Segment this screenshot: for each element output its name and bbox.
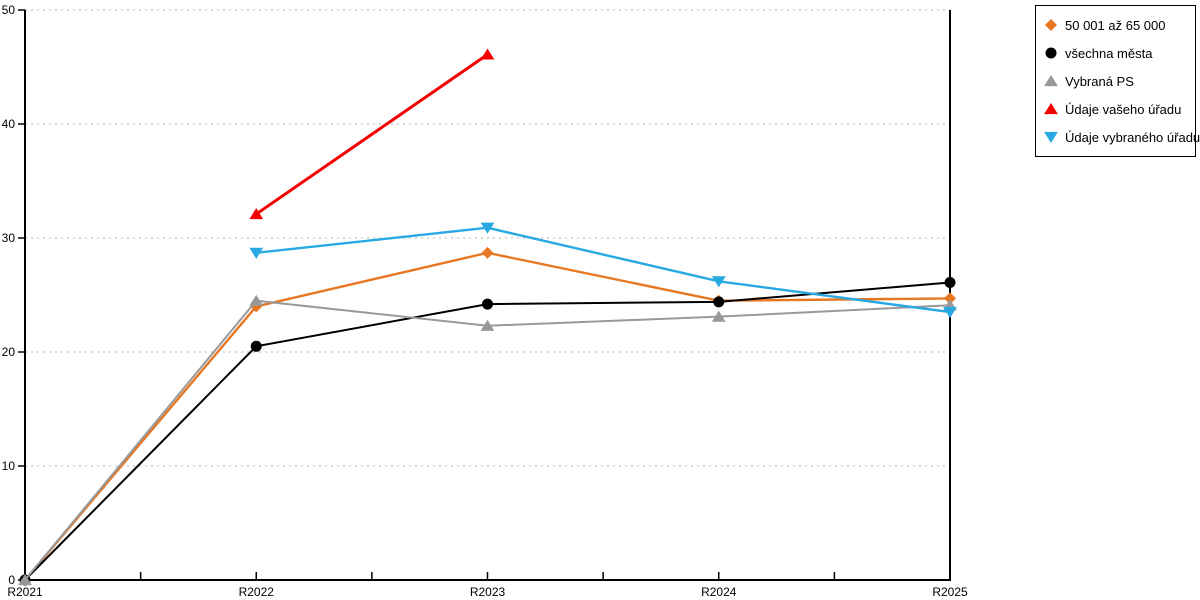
legend-marker-shape: [1045, 47, 1057, 59]
y-tick-label: 40: [2, 117, 16, 131]
data-point: [249, 208, 264, 220]
legend-item: Údaje vybraného úřadu: [1044, 123, 1200, 151]
data-point: [711, 310, 726, 322]
data-point: [481, 246, 494, 259]
triangle-down-icon: [1044, 131, 1058, 143]
triangle-up-icon: [1044, 103, 1058, 115]
x-tick-label: R2025: [932, 585, 968, 599]
legend: 50 001 až 65 000 všechna města Vybraná P…: [1035, 5, 1200, 157]
x-tick-label: R2023: [470, 585, 506, 599]
legend-label: Vybraná PS: [1065, 73, 1134, 89]
legend-item: Údaje vašeho úřadu: [1044, 95, 1193, 123]
diamond-icon: [1045, 19, 1057, 31]
data-point: [480, 48, 495, 60]
y-tick-label: 20: [2, 345, 16, 359]
x-tick-label: R2022: [239, 585, 275, 599]
data-point: [250, 340, 262, 352]
legend-item: 50 001 až 65 000: [1044, 11, 1193, 39]
data-point: [249, 294, 264, 306]
data-point: [711, 276, 726, 288]
legend-item: všechna města: [1044, 39, 1193, 67]
data-point: [480, 222, 495, 234]
data-point: [480, 319, 495, 331]
legend-label: 50 001 až 65 000: [1065, 17, 1166, 33]
x-tick-label: R2021: [7, 585, 43, 599]
series-line-3: [254, 52, 489, 216]
legend-marker-shape: [1044, 75, 1058, 87]
data-point: [18, 574, 32, 586]
data-point: [943, 307, 957, 319]
legend-label: Údaje vybraného úřadu: [1065, 129, 1200, 145]
x-tick-label: R2024: [701, 585, 737, 599]
legend-label: Údaje vašeho úřadu: [1065, 101, 1182, 117]
y-tick-label: 10: [2, 459, 16, 473]
y-tick-label: 30: [2, 231, 16, 245]
legend-marker-shape: [1044, 131, 1058, 143]
line-chart: 0 10 20 30 40 50 R2021 R2022 R2023 R2024 R2025: [2, 3, 968, 599]
legend-marker-shape: [1044, 103, 1058, 115]
circle-icon: [1045, 47, 1057, 59]
legend-marker-shape: [1045, 19, 1057, 31]
data-point: [944, 292, 956, 305]
series-line-4: [255, 226, 952, 314]
data-point: [713, 296, 725, 308]
triangle-up-icon: [1044, 75, 1058, 87]
legend-item: Vybraná PS: [1044, 67, 1193, 95]
data-point: [249, 247, 264, 259]
data-point: [482, 298, 493, 310]
legend-label: všechna města: [1065, 45, 1153, 61]
y-tick-label: 0: [8, 573, 15, 587]
data-point: [944, 276, 956, 288]
y-tick-label: 50: [2, 3, 16, 17]
